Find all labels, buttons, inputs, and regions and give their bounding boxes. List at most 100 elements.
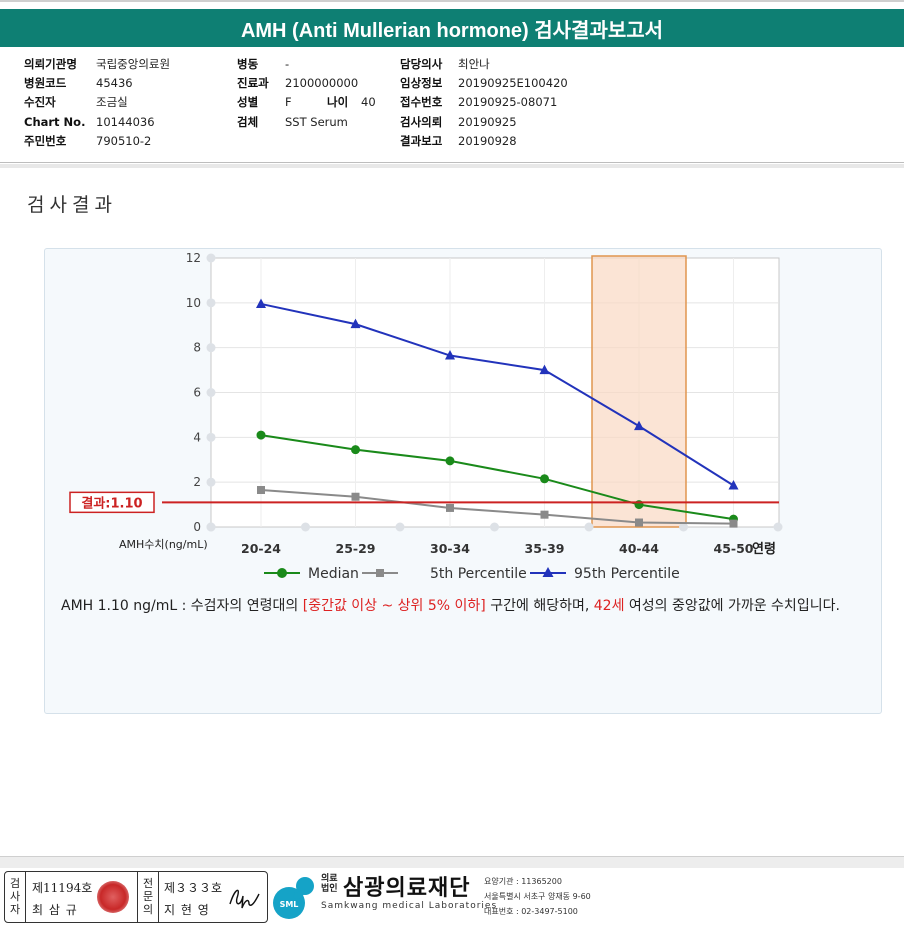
amh-chart: 0 2 4 6 8 10 12 20-24 25-29 30-34 35-39 40-44 45-50연… bbox=[69, 251, 783, 582]
highlight-band bbox=[591, 255, 687, 528]
series-line-95th-percentile bbox=[260, 302, 735, 487]
interp-part1: AMH 1.10 ng/mL : 수검자의 연령대의 bbox=[61, 598, 303, 614]
legend-label: 95th Percentile bbox=[574, 566, 680, 582]
inspector-seal bbox=[97, 881, 129, 913]
y-tick-dot bbox=[206, 432, 216, 442]
x-tick-label: 30-34 bbox=[430, 541, 470, 556]
age-value: 40 bbox=[361, 95, 376, 109]
report-date-label: 결과보고 bbox=[400, 134, 443, 148]
legend-marker bbox=[376, 569, 384, 577]
y-tick-dot bbox=[206, 298, 216, 308]
x-tick-label: 40-44 bbox=[619, 541, 659, 556]
sex-value: F bbox=[285, 95, 292, 109]
data-point bbox=[256, 430, 266, 440]
legend-label: 5th Percentile bbox=[430, 566, 527, 582]
specialist-name: 지 현 영 bbox=[164, 903, 210, 917]
y-tick-label: 0 bbox=[193, 520, 201, 534]
x-tick-dot bbox=[490, 522, 499, 532]
y-tick-label: 12 bbox=[186, 251, 201, 265]
institution-label: 의뢰기관명 bbox=[24, 57, 77, 71]
sex-label: 성별 bbox=[237, 95, 259, 109]
y-tick-label: 2 bbox=[193, 475, 201, 489]
receipt-no-label: 접수번호 bbox=[400, 95, 443, 109]
x-tick-dot bbox=[773, 522, 783, 532]
data-point bbox=[728, 480, 739, 490]
legend-marker bbox=[277, 568, 287, 578]
data-point bbox=[445, 350, 455, 360]
resident-no-label: 주민번호 bbox=[24, 134, 67, 148]
x-tick-dot bbox=[679, 522, 688, 532]
interp-age: 42세 bbox=[593, 598, 625, 614]
chart-legend: Median 5th Percentile 95th Percentile bbox=[264, 566, 680, 582]
data-point bbox=[540, 510, 549, 519]
top-rule bbox=[0, 0, 904, 2]
chart-no-label: Chart No. bbox=[24, 115, 86, 129]
x-axis-label: 연령 bbox=[752, 542, 776, 557]
x-tick-label: 45-50 bbox=[714, 541, 754, 556]
age-label: 나이 bbox=[327, 95, 349, 109]
data-point bbox=[539, 364, 550, 375]
y-axis-label: AMH수치(ng/mL) bbox=[119, 538, 208, 551]
data-point bbox=[351, 445, 360, 455]
y-tick-dot bbox=[206, 477, 216, 487]
lab-contact: 요양기관 : 11365200 서울특별시 서초구 양재동 9-60 대표번호 … bbox=[484, 874, 591, 919]
svg-text:SML: SML bbox=[280, 900, 299, 909]
legend-marker bbox=[542, 567, 554, 577]
data-point bbox=[445, 456, 455, 466]
lab-phone: 대표번호 : 02-3497-5100 bbox=[484, 907, 578, 916]
lab-name: 삼광의료재단 bbox=[343, 876, 471, 901]
lab-address: 서울특별시 서초구 양재동 9-60 bbox=[484, 892, 591, 901]
specialist-license: 제３３３호 bbox=[164, 881, 223, 895]
doctor-value: 최안나 bbox=[458, 57, 490, 71]
data-point bbox=[446, 503, 454, 512]
legend-label: Median bbox=[308, 566, 359, 582]
report-date-value: 20190928 bbox=[458, 134, 517, 148]
x-tick-dot bbox=[395, 522, 405, 532]
department-value: 2100000000 bbox=[285, 76, 359, 90]
institution-value: 국립중앙의료원 bbox=[96, 57, 171, 71]
result-label-box bbox=[69, 491, 155, 514]
data-point bbox=[257, 486, 265, 495]
hospital-code-label: 병원코드 bbox=[24, 76, 67, 90]
interpretation-text: AMH 1.10 ng/mL : 수검자의 연령대의 [중간값 이상 ~ 상위 … bbox=[61, 594, 876, 618]
y-tick-label: 4 bbox=[193, 430, 201, 444]
section-title: 검사결과 bbox=[27, 194, 117, 216]
interp-part2: 구간에 해당하며, bbox=[485, 598, 594, 614]
data-point bbox=[351, 492, 360, 501]
result-line-group: 결과:1.10 bbox=[69, 491, 779, 514]
chart-series bbox=[256, 298, 739, 528]
footer-divider bbox=[0, 856, 904, 868]
age-highlight-band bbox=[591, 255, 687, 528]
x-tick-label: 20-24 bbox=[241, 541, 281, 556]
resident-no-value: 790510-2 bbox=[96, 134, 152, 148]
chart-grid bbox=[210, 257, 780, 528]
y-tick-dot bbox=[206, 253, 216, 263]
report-title: AMH (Anti Mullerian hormone) 검사결과보고서 bbox=[0, 9, 904, 47]
y-tick-label: 6 bbox=[193, 386, 201, 400]
lab-name-en: Samkwang medical Laboratories bbox=[321, 901, 498, 911]
request-date-value: 20190925 bbox=[458, 115, 517, 129]
inspector-license: 제11194호 bbox=[32, 881, 93, 895]
x-tick-dot bbox=[301, 522, 310, 532]
interp-range: [중간값 이상 ~ 상위 5% 이하] bbox=[302, 598, 486, 614]
series-line-5th-percentile bbox=[260, 489, 734, 525]
ward-label: 병동 bbox=[237, 57, 259, 71]
x-tick-dot bbox=[206, 522, 216, 532]
department-label: 진료과 bbox=[237, 76, 269, 90]
sml-logo-icon: SML bbox=[273, 877, 314, 919]
interp-part3: 여성의 중앙값에 가까운 수치입니다. bbox=[624, 598, 840, 614]
specimen-label: 검체 bbox=[237, 115, 259, 129]
chart-axes: 0 2 4 6 8 10 12 20-24 25-29 30-34 35-39 40-44 45-50연… bbox=[119, 251, 783, 557]
y-tick-dot bbox=[206, 388, 216, 397]
result-label: 결과:1.10 bbox=[81, 495, 142, 511]
chart-no-value: 10144036 bbox=[96, 115, 155, 129]
inspector-name: 최 삼 규 bbox=[32, 903, 78, 917]
request-date-label: 검사의뢰 bbox=[400, 115, 443, 129]
x-tick-label: 35-39 bbox=[525, 541, 565, 556]
x-tick-dot bbox=[584, 522, 594, 532]
patient-info: 의뢰기관명 국립중앙의료원 병원코드 45436 수진자 조금실 Chart No. 1… bbox=[0, 52, 904, 162]
doctor-label: 담당의사 bbox=[400, 57, 443, 71]
